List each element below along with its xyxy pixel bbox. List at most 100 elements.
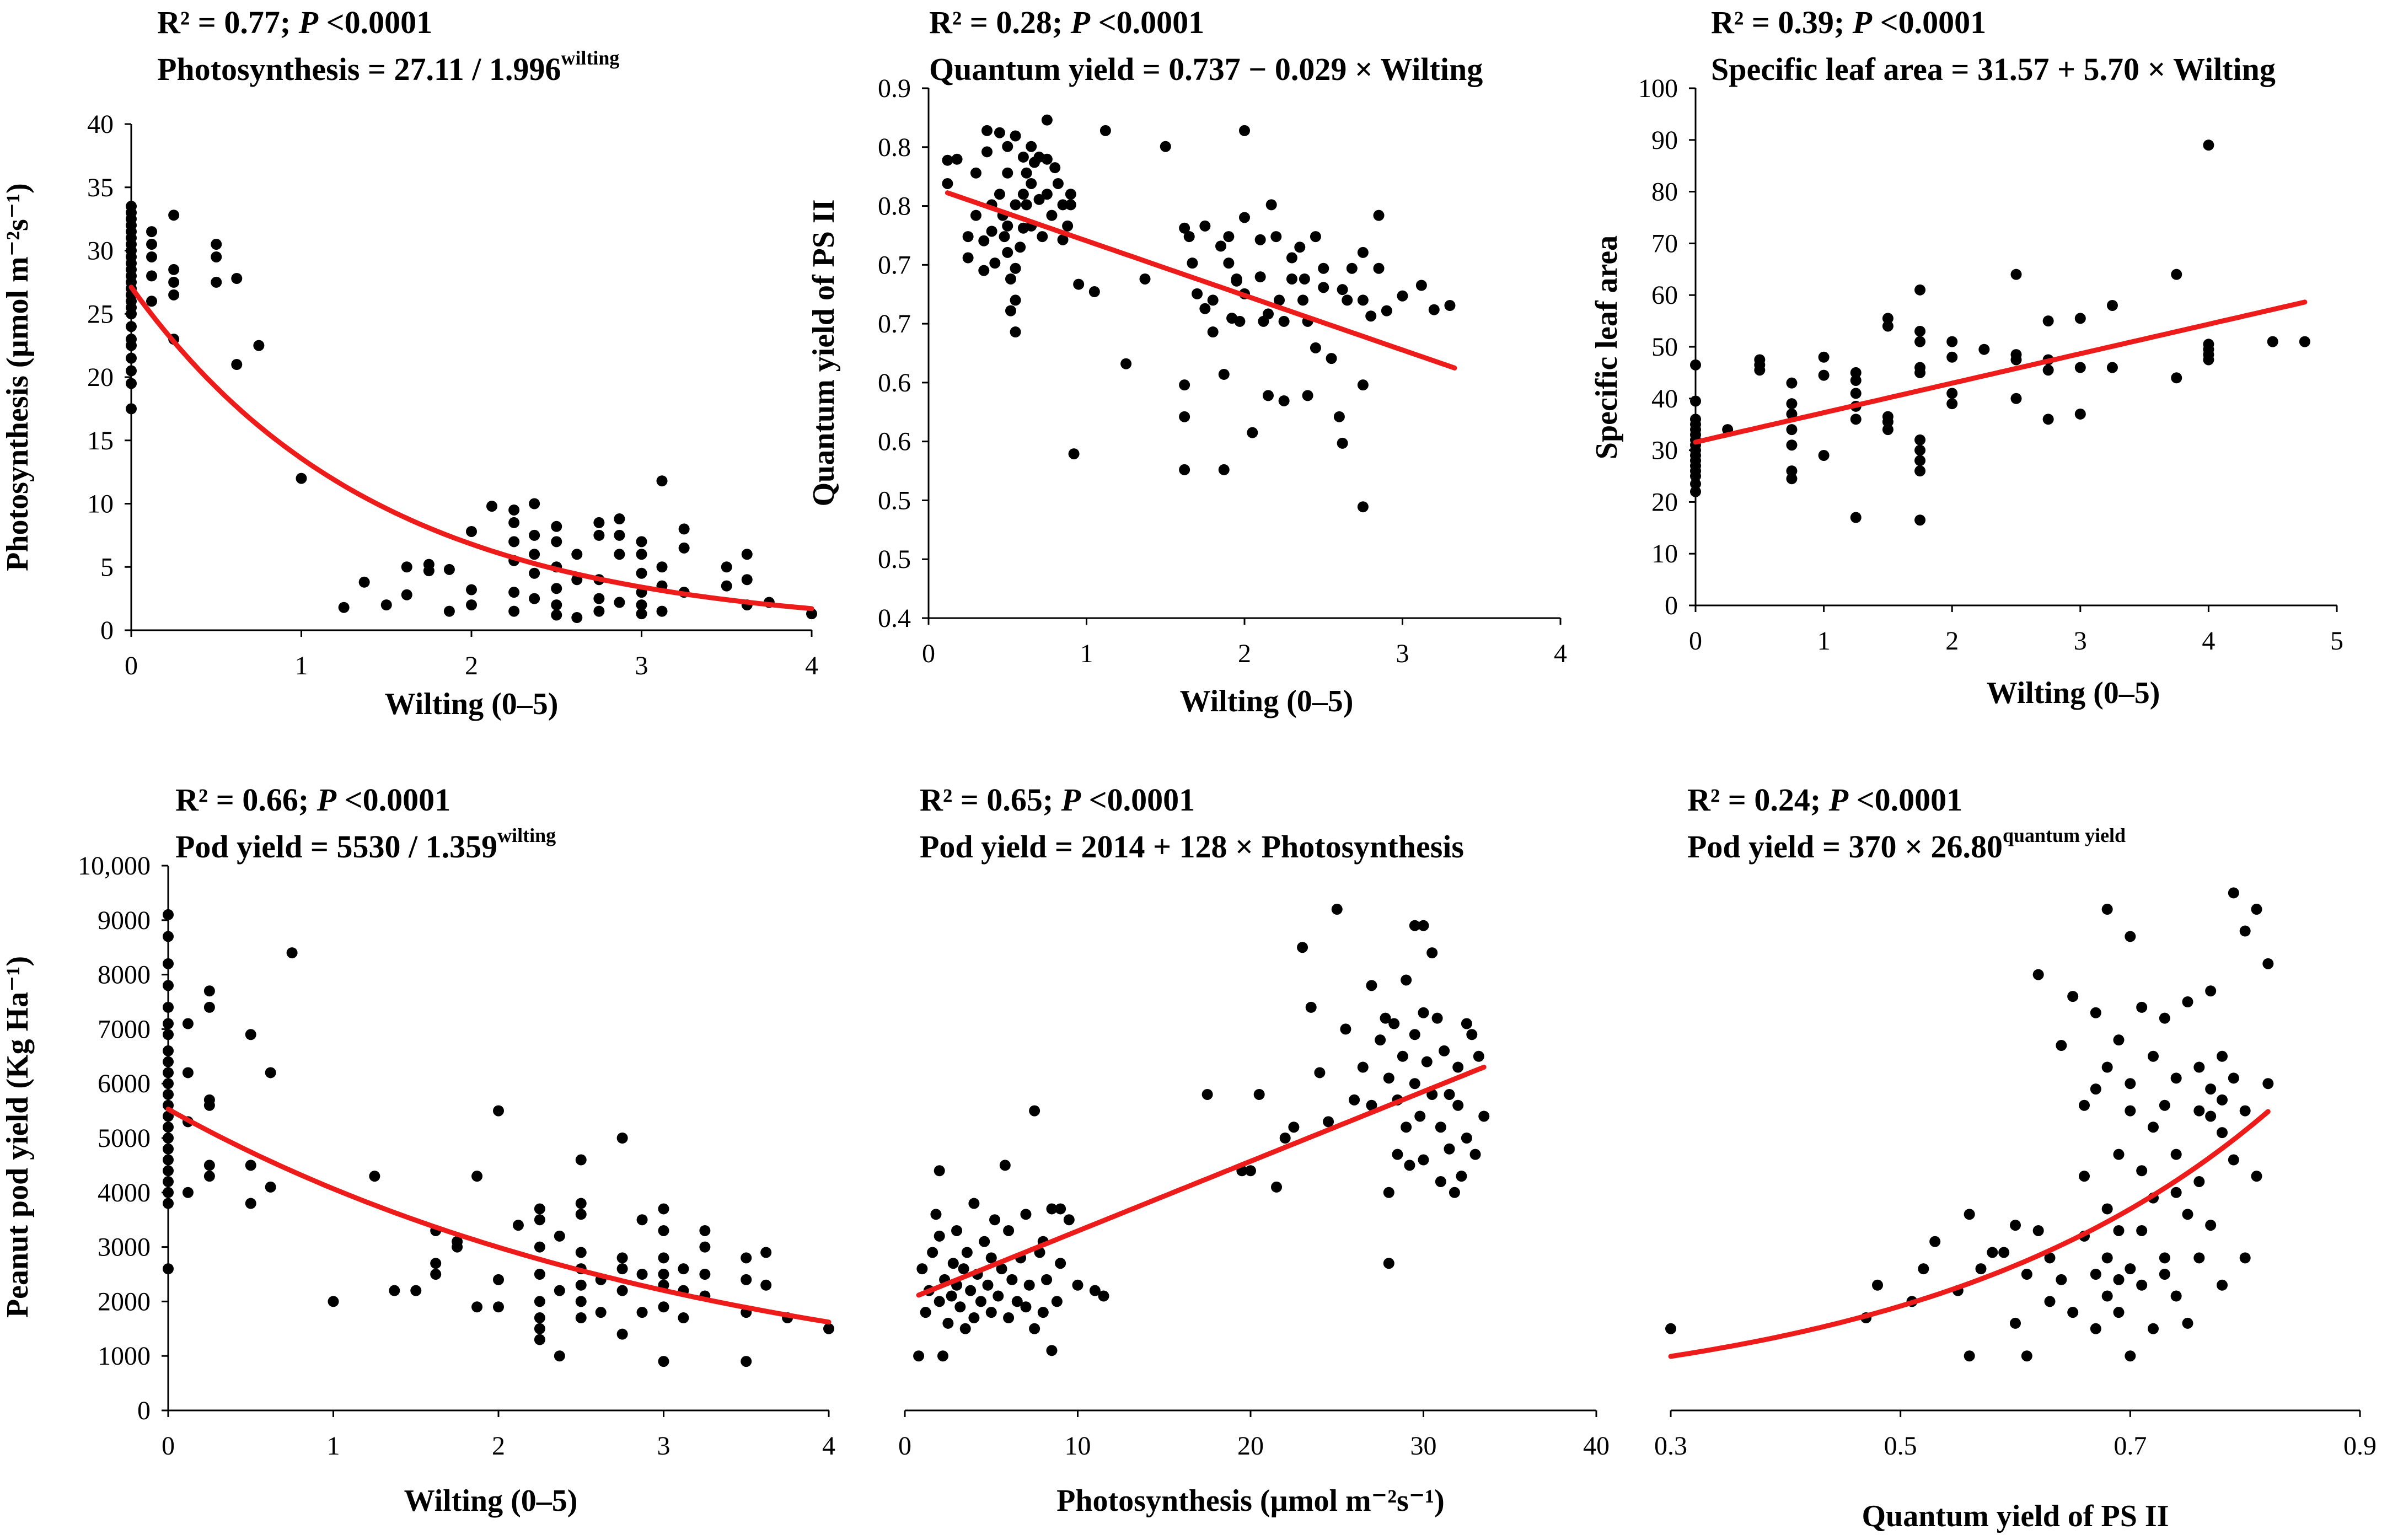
data-point	[1037, 1307, 1049, 1318]
data-point	[1278, 315, 1290, 327]
data-point	[2021, 1350, 2032, 1362]
data-point	[534, 1241, 545, 1253]
data-point	[636, 1307, 648, 1318]
data-point	[965, 1285, 977, 1296]
data-point	[1383, 1258, 1394, 1269]
data-point	[1187, 257, 1198, 269]
x-tick-label: 5	[2330, 626, 2343, 656]
data-point	[443, 564, 455, 575]
data-point	[1288, 1122, 1300, 1133]
data-point	[2136, 1225, 2148, 1236]
data-point	[163, 1133, 174, 1144]
data-point	[2090, 1323, 2101, 1334]
data-point	[1461, 1133, 1472, 1144]
panel-stat: R² = 0.66; P <0.0001	[175, 782, 450, 818]
data-points	[126, 201, 817, 624]
data-point	[2010, 349, 2022, 361]
data-point	[1914, 455, 1926, 466]
data-point	[2239, 925, 2251, 937]
data-point	[1850, 388, 1862, 399]
data-point	[1065, 189, 1076, 200]
regression-line	[945, 190, 1457, 371]
y-tick-label: 70	[1651, 229, 1678, 258]
data-point	[1239, 212, 1250, 223]
data-point	[1914, 336, 1926, 347]
data-point	[1690, 395, 1701, 407]
y-tick-label: 40	[1651, 384, 1678, 414]
data-point	[699, 1269, 711, 1280]
data-point	[163, 1263, 174, 1275]
data-point	[2171, 372, 2182, 384]
data-point	[529, 498, 540, 509]
data-point	[1020, 1301, 1032, 1313]
data-point	[1818, 369, 1830, 381]
data-point	[126, 334, 137, 345]
data-point	[2228, 887, 2239, 899]
data-point	[529, 549, 540, 560]
data-point	[245, 1160, 256, 1171]
data-point	[975, 1296, 986, 1307]
data-point	[1914, 514, 1926, 526]
data-point	[968, 1198, 980, 1209]
data-point	[2090, 1269, 2101, 1280]
data-point	[985, 1307, 997, 1318]
data-point	[678, 1312, 689, 1324]
data-point	[163, 1067, 174, 1078]
data-point	[1239, 125, 1250, 136]
data-point	[934, 1165, 945, 1177]
regression-line	[128, 285, 814, 611]
data-point	[2239, 1252, 2251, 1264]
y-tick-label: 10,000	[78, 851, 151, 881]
data-point	[1381, 305, 1392, 316]
data-point	[1021, 199, 1032, 211]
data-point	[1099, 125, 1111, 136]
data-point	[2113, 1274, 2125, 1285]
y-tick-label: 20	[87, 363, 114, 392]
data-point	[2193, 1252, 2205, 1264]
data-point	[2044, 1296, 2056, 1307]
data-point	[1409, 1029, 1420, 1040]
y-tick-label: 9000	[98, 906, 151, 935]
data-point	[2101, 1252, 2113, 1264]
data-point	[1010, 199, 1021, 211]
data-point	[551, 521, 562, 532]
data-point	[2170, 1149, 2182, 1160]
panel-e: R² = 0.65; P <0.0001 Pod yield = 2014 + 1…	[898, 782, 1610, 1518]
data-point	[989, 1214, 1001, 1226]
data-point	[1418, 1007, 1429, 1018]
x-tick-label: 0	[898, 1431, 911, 1461]
data-point	[471, 1301, 483, 1313]
data-point	[1297, 942, 1308, 953]
data-point	[126, 352, 137, 364]
x-tick-label: 0.9	[2343, 1431, 2377, 1461]
data-point	[616, 1285, 628, 1296]
data-point	[1375, 1034, 1386, 1046]
data-point	[1882, 411, 1893, 422]
data-point	[1466, 1029, 1478, 1040]
data-point	[1089, 1285, 1101, 1296]
data-point	[1057, 199, 1069, 211]
data-point	[2010, 393, 2022, 404]
x-tick-label: 1	[327, 1431, 340, 1461]
data-point	[2170, 1072, 2182, 1084]
data-point	[1818, 449, 1830, 461]
data-point	[2101, 904, 2113, 915]
data-point	[942, 1317, 954, 1329]
data-point	[2182, 996, 2193, 1007]
data-point	[551, 609, 562, 621]
data-point	[1055, 1203, 1066, 1215]
data-point	[466, 584, 477, 595]
data-point	[1333, 411, 1345, 422]
data-point	[1033, 194, 1045, 205]
data-point	[1179, 379, 1190, 391]
data-point	[1998, 1247, 2010, 1258]
y-tick-label: 25	[87, 299, 114, 329]
data-point	[1401, 974, 1412, 986]
data-point	[1914, 444, 1926, 456]
data-point	[614, 549, 625, 560]
x-tick-label: 1	[1080, 639, 1093, 668]
data-point	[2090, 1007, 2101, 1018]
data-point	[575, 1279, 587, 1291]
data-point	[2136, 1279, 2148, 1291]
data-point	[1262, 390, 1274, 401]
